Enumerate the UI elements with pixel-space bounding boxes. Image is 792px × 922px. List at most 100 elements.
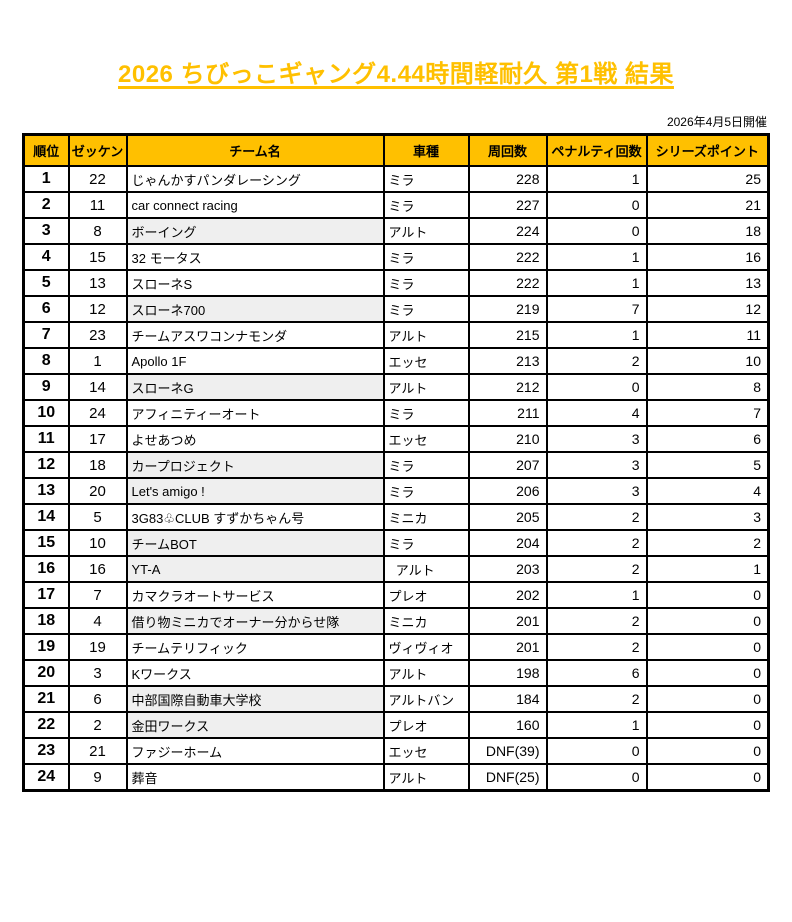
points-cell: 10 bbox=[645, 347, 770, 375]
points-cell: 0 bbox=[645, 763, 770, 792]
bib-cell: 12 bbox=[67, 295, 128, 323]
table-row: 6 12 スローネ700 ミラ 219 7 12 bbox=[22, 295, 770, 323]
bib-cell: 17 bbox=[67, 425, 128, 453]
bib-cell: 18 bbox=[67, 451, 128, 479]
points-cell: 12 bbox=[645, 295, 770, 323]
car-cell: ミラ bbox=[382, 191, 470, 219]
header-points: シリーズポイント bbox=[645, 133, 770, 167]
table-row: 3 8 ボーイング アルト 224 0 18 bbox=[22, 217, 770, 245]
car-cell: アルト bbox=[382, 321, 470, 349]
car-cell: アルト bbox=[382, 555, 470, 583]
penalty-cell: 0 bbox=[545, 737, 648, 765]
laps-cell: 203 bbox=[467, 555, 548, 583]
team-cell: Apollo 1F bbox=[125, 347, 385, 375]
team-cell: 葬音 bbox=[125, 763, 385, 792]
points-cell: 0 bbox=[645, 685, 770, 713]
car-cell: ミラ bbox=[382, 529, 470, 557]
table-row: 14 5 3G83♧CLUB すずかちゃん号 ミニカ 205 2 3 bbox=[22, 503, 770, 531]
team-cell: 金田ワークス bbox=[125, 711, 385, 739]
rank-cell: 4 bbox=[22, 243, 70, 271]
penalty-cell: 2 bbox=[545, 607, 648, 635]
laps-cell: DNF(39) bbox=[467, 737, 548, 765]
team-cell: 3G83♧CLUB すずかちゃん号 bbox=[125, 503, 385, 531]
car-cell: ミラ bbox=[382, 399, 470, 427]
points-cell: 0 bbox=[645, 633, 770, 661]
car-cell: ミラ bbox=[382, 165, 470, 193]
laps-cell: 201 bbox=[467, 607, 548, 635]
car-cell: ミラ bbox=[382, 269, 470, 297]
laps-cell: 222 bbox=[467, 269, 548, 297]
points-cell: 11 bbox=[645, 321, 770, 349]
bib-cell: 7 bbox=[67, 581, 128, 609]
header-penalties: ペナルティ回数 bbox=[545, 133, 648, 167]
penalty-cell: 6 bbox=[545, 659, 648, 687]
points-cell: 5 bbox=[645, 451, 770, 479]
bib-cell: 4 bbox=[67, 607, 128, 635]
laps-cell: 204 bbox=[467, 529, 548, 557]
car-cell: ミニカ bbox=[382, 503, 470, 531]
header-bib: ゼッケン bbox=[67, 133, 128, 167]
team-cell: スローネ700 bbox=[125, 295, 385, 323]
team-cell: よせあつめ bbox=[125, 425, 385, 453]
rank-cell: 20 bbox=[22, 659, 70, 687]
points-cell: 21 bbox=[645, 191, 770, 219]
rank-cell: 23 bbox=[22, 737, 70, 765]
rank-cell: 5 bbox=[22, 269, 70, 297]
points-cell: 8 bbox=[645, 373, 770, 401]
rank-cell: 22 bbox=[22, 711, 70, 739]
points-cell: 25 bbox=[645, 165, 770, 193]
header-row: 順位 ゼッケン チーム名 車種 周回数 ペナルティ回数 シリーズポイント bbox=[22, 133, 770, 167]
rank-cell: 12 bbox=[22, 451, 70, 479]
car-cell: ミニカ bbox=[382, 607, 470, 635]
penalty-cell: 1 bbox=[545, 711, 648, 739]
rank-cell: 16 bbox=[22, 555, 70, 583]
bib-cell: 8 bbox=[67, 217, 128, 245]
car-cell: アルト bbox=[382, 763, 470, 792]
table-row: 10 24 アフィニティーオート ミラ 211 4 7 bbox=[22, 399, 770, 427]
table-row: 17 7 カマクラオートサービス プレオ 202 1 0 bbox=[22, 581, 770, 609]
table-row: 24 9 葬音 アルト DNF(25) 0 0 bbox=[22, 763, 770, 792]
table-row: 5 13 スローネS ミラ 222 1 13 bbox=[22, 269, 770, 297]
table-row: 20 3 Kワークス アルト 198 6 0 bbox=[22, 659, 770, 687]
rank-cell: 6 bbox=[22, 295, 70, 323]
points-cell: 7 bbox=[645, 399, 770, 427]
penalty-cell: 1 bbox=[545, 243, 648, 271]
header-team: チーム名 bbox=[125, 133, 385, 167]
table-row: 12 18 カープロジェクト ミラ 207 3 5 bbox=[22, 451, 770, 479]
header-laps: 周回数 bbox=[467, 133, 548, 167]
penalty-cell: 1 bbox=[545, 581, 648, 609]
laps-cell: 160 bbox=[467, 711, 548, 739]
rank-cell: 19 bbox=[22, 633, 70, 661]
team-cell: 中部国際自動車大学校 bbox=[125, 685, 385, 713]
team-cell: 32 モータス bbox=[125, 243, 385, 271]
penalty-cell: 2 bbox=[545, 529, 648, 557]
points-cell: 18 bbox=[645, 217, 770, 245]
team-cell: ボーイング bbox=[125, 217, 385, 245]
bib-cell: 23 bbox=[67, 321, 128, 349]
bib-cell: 9 bbox=[67, 763, 128, 792]
penalty-cell: 7 bbox=[545, 295, 648, 323]
bib-cell: 21 bbox=[67, 737, 128, 765]
laps-cell: DNF(25) bbox=[467, 763, 548, 792]
penalty-cell: 1 bbox=[545, 269, 648, 297]
points-cell: 0 bbox=[645, 659, 770, 687]
table-row: 15 10 チームBOT ミラ 204 2 2 bbox=[22, 529, 770, 557]
rank-cell: 15 bbox=[22, 529, 70, 557]
laps-cell: 224 bbox=[467, 217, 548, 245]
team-cell: 借り物ミニカでオーナー分からせ隊 bbox=[125, 607, 385, 635]
car-cell: エッセ bbox=[382, 425, 470, 453]
bib-cell: 11 bbox=[67, 191, 128, 219]
car-cell: アルト bbox=[382, 659, 470, 687]
points-cell: 1 bbox=[645, 555, 770, 583]
team-cell: チームテリフィック bbox=[125, 633, 385, 661]
team-cell: Kワークス bbox=[125, 659, 385, 687]
rank-cell: 8 bbox=[22, 347, 70, 375]
bib-cell: 16 bbox=[67, 555, 128, 583]
penalty-cell: 1 bbox=[545, 165, 648, 193]
bib-cell: 24 bbox=[67, 399, 128, 427]
bib-cell: 20 bbox=[67, 477, 128, 505]
penalty-cell: 3 bbox=[545, 477, 648, 505]
rank-cell: 3 bbox=[22, 217, 70, 245]
car-cell: アルトバン bbox=[382, 685, 470, 713]
laps-cell: 201 bbox=[467, 633, 548, 661]
